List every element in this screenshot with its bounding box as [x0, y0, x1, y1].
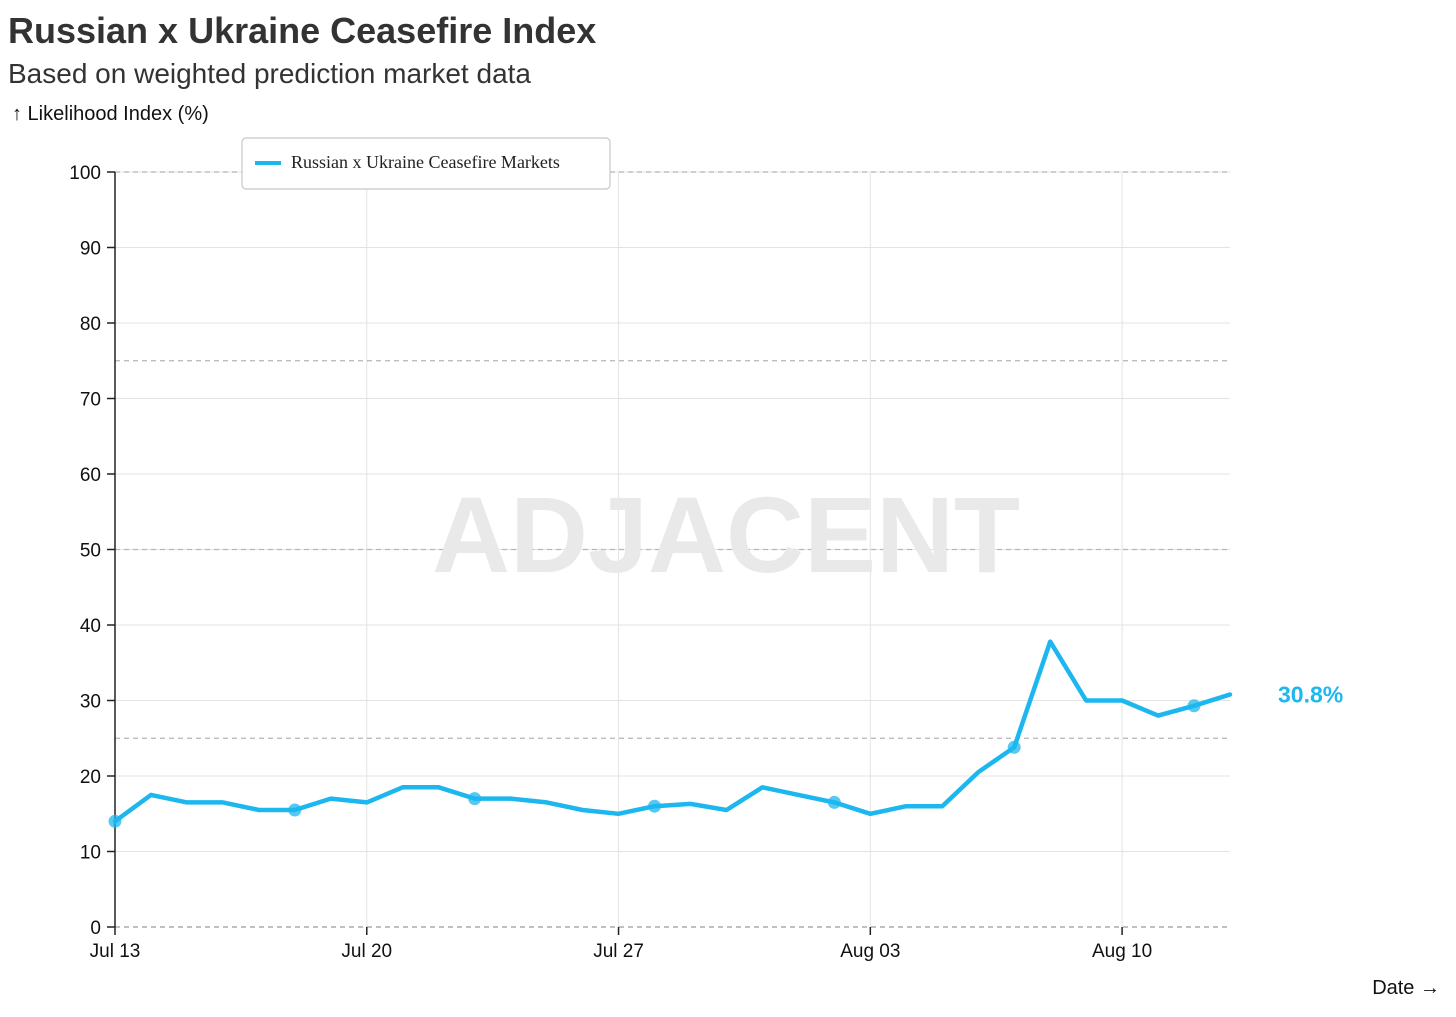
y-tick-label: 60	[80, 465, 101, 486]
y-tick-label: 40	[80, 616, 101, 637]
data-point	[648, 799, 662, 813]
x-tick-label: Jul 27	[593, 941, 644, 962]
x-axis-title: Date →	[1372, 977, 1440, 999]
x-tick-label: Jul 13	[90, 941, 141, 962]
y-tick-label: 90	[80, 239, 101, 260]
y-axis-title: ↑ Likelihood Index (%)	[12, 103, 209, 125]
grid-layer	[115, 171, 1230, 928]
legend: Russian x Ukraine Ceasefire Markets	[241, 137, 611, 190]
data-point	[288, 803, 302, 817]
data-point	[1187, 699, 1201, 713]
data-point	[108, 814, 122, 828]
data-point	[468, 792, 482, 806]
y-tick-label: 100	[69, 163, 101, 184]
chart-subtitle: Based on weighted prediction market data	[8, 58, 531, 89]
x-tick-label: Jul 20	[341, 941, 392, 962]
y-tick-label: 80	[80, 314, 101, 335]
y-tick-label: 20	[80, 767, 101, 788]
data-point	[1007, 740, 1021, 754]
legend-box	[241, 137, 611, 190]
data-point	[827, 795, 841, 809]
series-line	[112, 639, 1233, 824]
x-tick-label: Aug 10	[1092, 941, 1152, 962]
chart-title: Russian x Ukraine Ceasefire Index	[8, 10, 597, 51]
legend-label: Russian x Ukraine Ceasefire Markets	[291, 152, 560, 172]
y-tick-label: 30	[80, 692, 101, 713]
last-value-label: 30.8%	[1278, 681, 1343, 707]
y-tick-label: 70	[80, 390, 101, 411]
y-tick-label: 50	[80, 541, 101, 562]
axis-layer: 0 10 20 30 40 50 60 70 80 90 100 Jul 13 Jul 20 Jul 27…	[69, 163, 1152, 962]
y-tick-label: 10	[80, 843, 101, 864]
y-tick-label: 0	[90, 918, 101, 939]
x-tick-label: Aug 03	[840, 941, 900, 962]
watermark-text: ADJACENT	[432, 474, 1020, 595]
series-layer	[108, 639, 1233, 828]
